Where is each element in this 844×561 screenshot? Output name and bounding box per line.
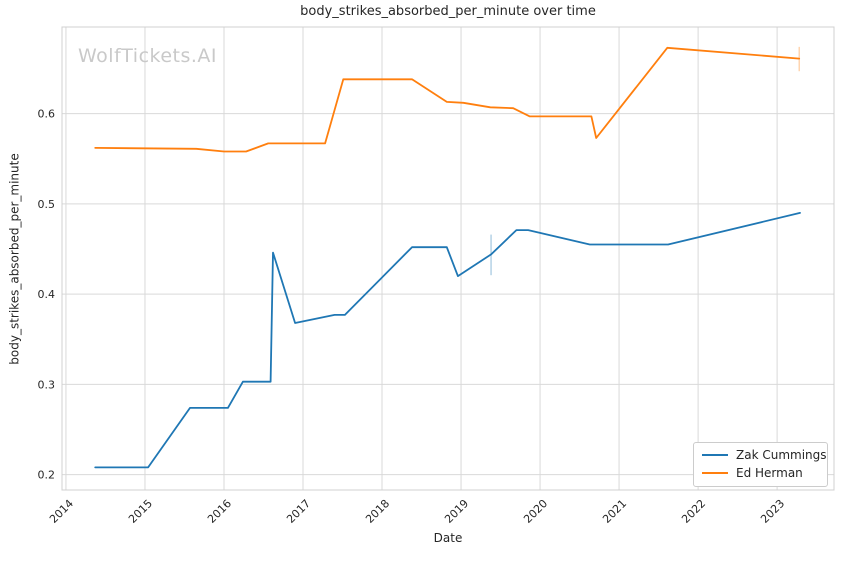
x-tick-label: 2022 [679, 497, 708, 526]
y-axis-label-container: body_strikes_absorbed_per_minute [0, 27, 30, 490]
y-axis-label: body_strikes_absorbed_per_minute [8, 152, 22, 365]
x-tick-label: 2017 [284, 497, 313, 526]
legend: Zak Cummings Ed Herman [693, 442, 828, 487]
legend-line-swatch-zak-cummings [702, 454, 728, 456]
legend-label-ed-herman: Ed Herman [736, 466, 803, 480]
y-tick-label: 0.2 [38, 469, 56, 482]
x-tick-label: 2014 [47, 497, 76, 526]
x-tick-label: 2023 [758, 497, 787, 526]
legend-line-swatch-ed-herman [702, 472, 728, 474]
series-line-zak-cummings [94, 211, 801, 469]
series-line-ed-herman [94, 46, 801, 153]
x-tick-label: 2020 [521, 497, 550, 526]
x-tick-label: 2021 [600, 497, 629, 526]
y-tick-label: 0.5 [38, 198, 56, 211]
plot-border [61, 26, 835, 491]
watermark: WolfTickets.AI [78, 45, 218, 67]
y-tick-label: 0.6 [38, 108, 56, 121]
chart-title: body_strikes_absorbed_per_minute over ti… [300, 4, 596, 19]
y-tick-label: 0.3 [38, 378, 56, 391]
x-tick-label: 2015 [126, 497, 155, 526]
x-tick-label: 2019 [442, 497, 471, 526]
legend-entry-ed-herman: Ed Herman [702, 466, 818, 480]
y-tick-label: 0.4 [38, 288, 56, 301]
x-tick-label: 2016 [205, 497, 234, 526]
legend-entry-zak-cummings: Zak Cummings [702, 448, 827, 462]
x-axis-label: Date [433, 531, 463, 545]
x-tick-label: 2018 [363, 497, 392, 526]
legend-label-zak-cummings: Zak Cummings [736, 448, 827, 462]
